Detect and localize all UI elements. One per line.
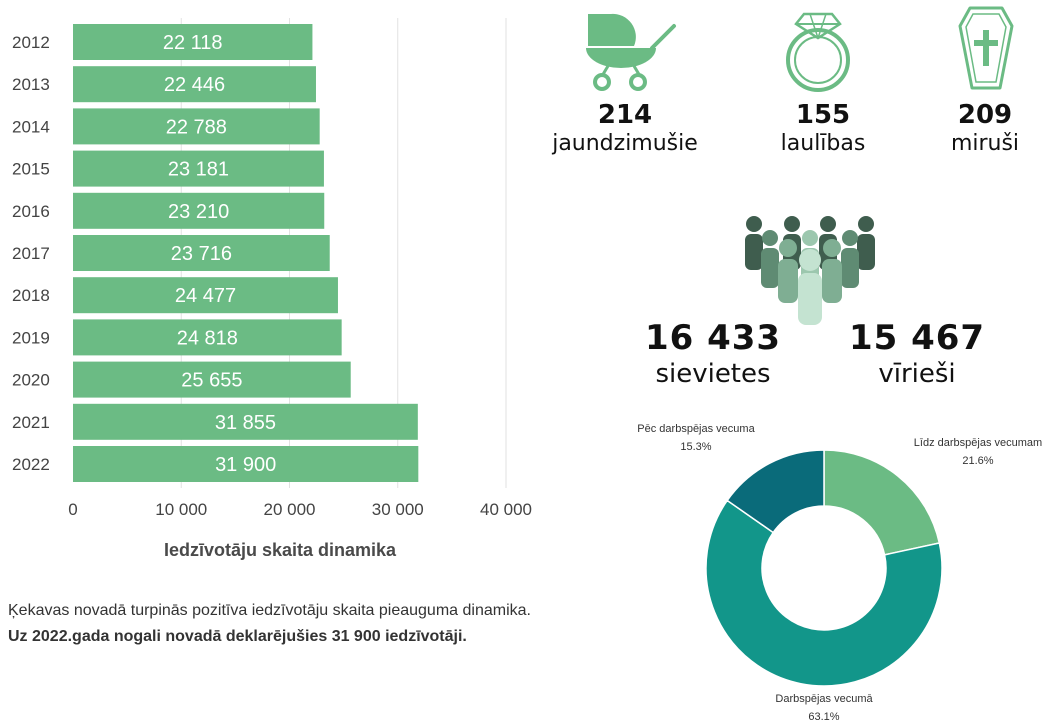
bar (73, 446, 419, 482)
newborns-label: jaundzimušie (552, 131, 698, 156)
men-value: 15 467 (848, 318, 986, 358)
bar (73, 277, 338, 314)
population-bar-chart: 0 10 000 20 000 30 000 40 000 2012 22 118 2013 2… (12, 18, 532, 519)
coffin-icon (958, 6, 1014, 90)
bar-value-label: 24 818 (177, 327, 238, 349)
donut-slice-value: 21.6% (962, 455, 993, 467)
bar-value-label: 23 210 (168, 201, 229, 223)
bar-value-label: 23 181 (168, 159, 229, 181)
y-tick-label: 2013 (12, 75, 50, 94)
description-text: Ķekavas novadā turpinās pozitīva iedzīvo… (8, 598, 538, 650)
y-tick-label: 2014 (12, 117, 50, 136)
bar-value-label: 23 716 (171, 243, 232, 265)
marriages-value: 155 (795, 100, 851, 130)
deaths-label: miruši (950, 131, 1020, 156)
stat-women: 16 433 sievietes (628, 318, 798, 390)
bar-value-label: 22 446 (164, 74, 225, 96)
bar (73, 24, 313, 60)
description-paragraph: Ķekavas novadā turpinās pozitīva iedzīvo… (8, 602, 531, 619)
bar-value-label: 31 900 (215, 454, 276, 476)
donut-slice (705, 499, 943, 687)
bar-value-label: 22 788 (166, 116, 227, 138)
bar-value-label: 31 855 (215, 412, 276, 434)
donut-slice-label: Līdz darbspējas vecumam (914, 437, 1042, 449)
donut-slice-value: 15.3% (680, 441, 711, 453)
stat-men: 15 467 vīrieši (832, 318, 1002, 390)
newborns-value: 214 (597, 100, 653, 130)
donut-slice-value: 63.1% (808, 711, 839, 722)
people-group-icon (745, 216, 875, 325)
y-tick-label: 2012 (12, 33, 50, 52)
stat-marriages: 155 laulības (755, 100, 891, 158)
age-group-donut-chart: Līdz darbspējas vecumam 21.6% Darbspējas v… (637, 423, 1042, 722)
men-label: vīrieši (878, 359, 956, 389)
bar (73, 108, 320, 145)
bar (73, 319, 342, 356)
x-tick-label: 0 (68, 500, 77, 519)
donut-slice-label: Darbspējas vecumā (775, 693, 873, 705)
y-tick-label: 2016 (12, 202, 50, 221)
y-tick-label: 2021 (12, 413, 50, 432)
bar (73, 192, 325, 229)
y-tick-label: 2018 (12, 286, 50, 305)
bar-value-label: 24 477 (175, 285, 236, 307)
y-tick-label: 2017 (12, 244, 50, 263)
deaths-value: 209 (957, 100, 1013, 130)
bar (73, 66, 316, 103)
x-tick-label: 20 000 (264, 500, 316, 519)
bar-value-label: 22 118 (163, 32, 223, 54)
stat-newborns: 214 jaundzimušie (545, 100, 705, 158)
bar (73, 235, 330, 271)
ring-icon (786, 12, 850, 92)
y-tick-label: 2015 (12, 160, 50, 179)
stat-deaths: 209 miruši (930, 100, 1040, 158)
women-label: sievietes (655, 359, 771, 389)
y-tick-label: 2019 (12, 328, 50, 347)
x-tick-label: 30 000 (372, 500, 424, 519)
bar-value-label: 25 655 (181, 370, 242, 392)
marriages-label: laulības (780, 131, 866, 156)
bar-chart-title: Iedzīvotāju skaita dinamika (163, 540, 397, 560)
bar (73, 403, 418, 440)
women-value: 16 433 (644, 318, 782, 358)
donut-slice-label: Pēc darbspējas vecuma (637, 423, 755, 435)
bar (73, 361, 351, 398)
y-tick-label: 2020 (12, 371, 50, 390)
donut-slice (823, 449, 941, 556)
description-bold-line: Uz 2022.gada nogali novadā deklarējušies… (8, 628, 467, 645)
bar (73, 150, 324, 187)
baby-carriage-icon (586, 13, 676, 91)
donut-slice (726, 449, 825, 534)
x-tick-label: 40 000 (480, 500, 532, 519)
y-tick-label: 2022 (12, 455, 50, 474)
x-tick-label: 10 000 (155, 500, 207, 519)
